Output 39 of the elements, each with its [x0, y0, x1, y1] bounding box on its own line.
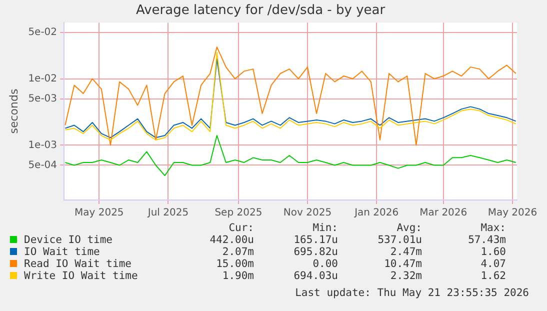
- text: 2.32m: [389, 270, 422, 282]
- text: 10.47m: [383, 258, 422, 270]
- text: 1.60: [480, 246, 506, 258]
- text: 695.82u: [292, 246, 338, 258]
- chart-title: Average latency for /dev/sda - by year: [136, 3, 386, 18]
- y-tick-label: 5e-04: [28, 160, 58, 171]
- text: 694.03u: [292, 270, 338, 282]
- text: 442.00u: [208, 234, 254, 246]
- text: 1.90m: [221, 270, 254, 282]
- x-tick-label: Nov 2025: [283, 208, 332, 219]
- text: 57.43m: [467, 234, 506, 246]
- text: 2.47m: [389, 246, 422, 258]
- y-tick-label: 5e-03: [28, 93, 58, 104]
- text: Max:: [480, 222, 506, 234]
- legend-label: IO Wait time: [23, 246, 101, 258]
- legend-label: Write IO Wait time: [23, 270, 139, 282]
- text: 1.62: [480, 270, 506, 282]
- text: Min:: [312, 222, 338, 234]
- legend-label: Read IO Wait time: [23, 258, 132, 270]
- text: 2.07m: [221, 246, 254, 258]
- text: Cur:: [228, 222, 254, 234]
- text: 165.17u: [292, 234, 338, 246]
- text: 4.07: [480, 258, 506, 270]
- text: 15.00m: [215, 258, 254, 270]
- text: 0.00: [312, 258, 338, 270]
- x-tick-label: Mar 2026: [420, 208, 468, 219]
- x-tick-label: May 2025: [74, 208, 124, 219]
- x-tick-label: May 2026: [488, 208, 538, 219]
- x-tick-label: Jul 2025: [146, 208, 189, 219]
- text: 537.01u: [376, 234, 422, 246]
- text: Last update: Thu May 21 23:55:35 2026: [295, 287, 529, 299]
- legend-label: Device IO time: [23, 234, 114, 246]
- y-tick-label: 5e-02: [28, 26, 58, 38]
- y-tick-label: 1e-02: [28, 73, 58, 84]
- y-axis-title: seconds: [7, 88, 20, 134]
- x-tick-label: Jan 2026: [354, 208, 399, 219]
- x-tick-label: Sep 2025: [214, 208, 262, 219]
- text: Avg:: [396, 222, 422, 234]
- y-tick-label: 1e-03: [28, 140, 58, 151]
